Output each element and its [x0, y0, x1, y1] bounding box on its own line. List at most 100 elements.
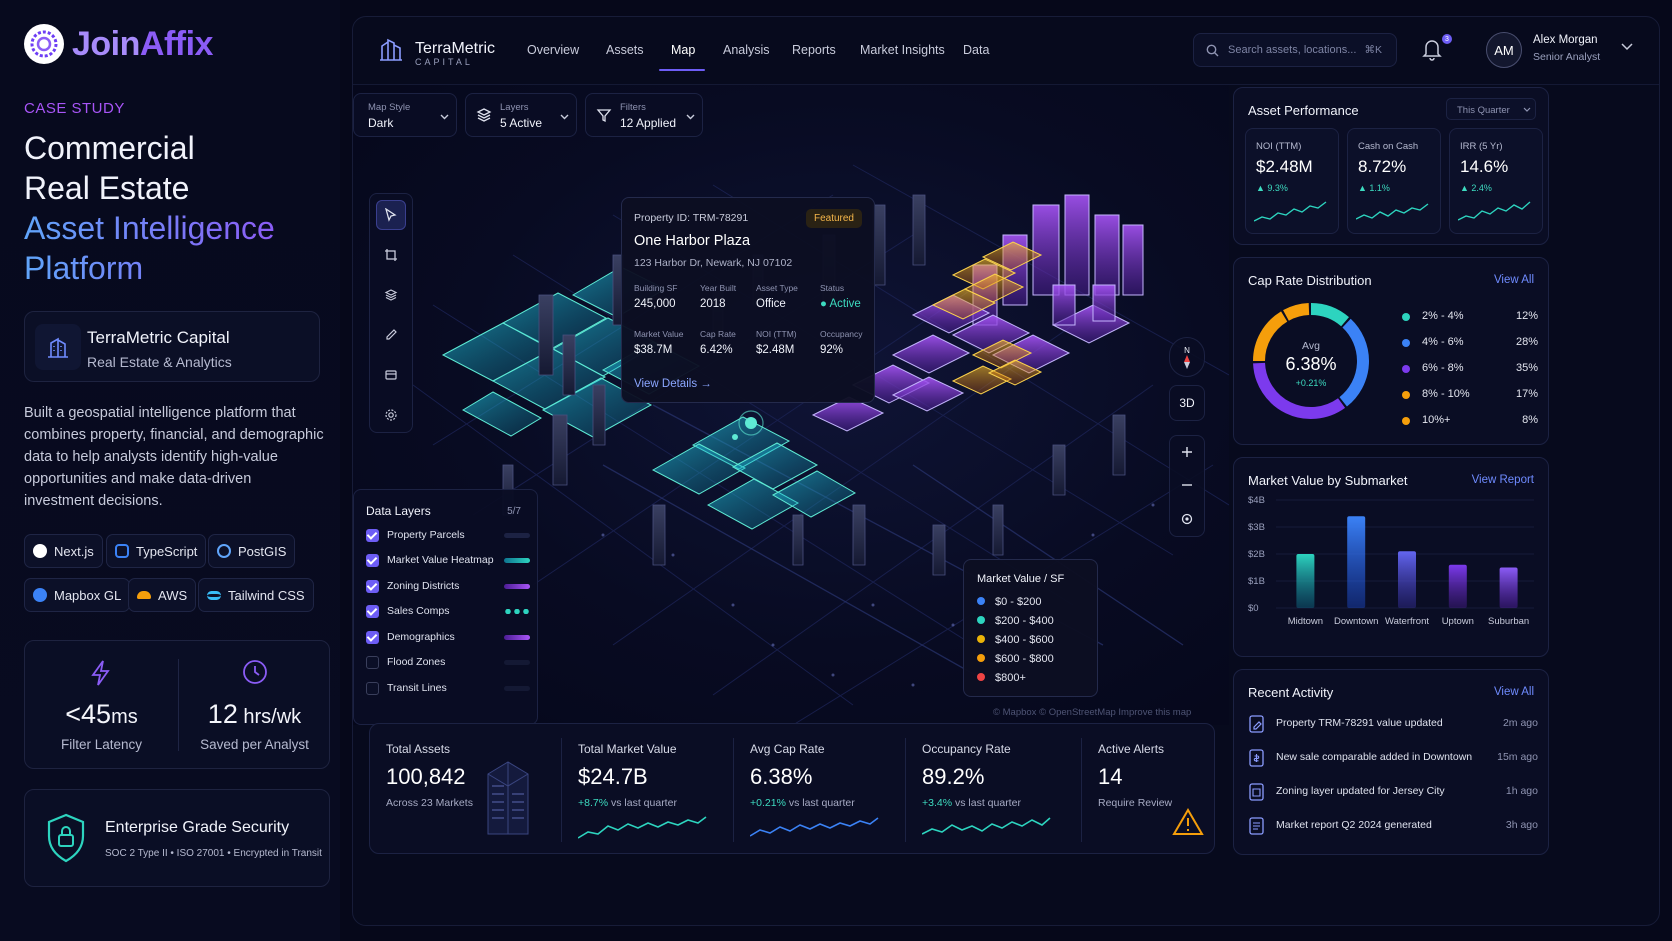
layer-demographics[interactable]: Demographics	[366, 627, 530, 647]
legend-item: $800+	[977, 672, 1026, 684]
checkbox[interactable]	[366, 682, 379, 695]
warning-icon	[1172, 808, 1204, 835]
select-tool[interactable]	[376, 200, 406, 230]
submarket-chart-title: Market Value by Submarket	[1248, 473, 1408, 488]
data-layers-title: Data Layers	[366, 504, 431, 518]
3d-toggle-button[interactable]: 3D	[1169, 385, 1205, 421]
layer-zoning-districts[interactable]: Zoning Districts	[366, 576, 530, 596]
checkbox[interactable]	[366, 631, 379, 644]
pointer-icon	[385, 208, 397, 222]
search-input[interactable]: Search assets, locations... ⌘K	[1193, 33, 1397, 67]
bar-uptown[interactable]	[1448, 564, 1467, 608]
bar-waterfront[interactable]	[1398, 551, 1416, 608]
locate-icon[interactable]	[1180, 512, 1194, 526]
zoom-out-icon[interactable]	[1181, 479, 1193, 491]
nav-assets[interactable]: Assets	[606, 43, 644, 57]
activity-item[interactable]: Market report Q2 2024 generated 3h ago	[1248, 816, 1538, 840]
cap-rate-view-all-link[interactable]: View All	[1493, 274, 1534, 286]
sparkline	[1458, 201, 1531, 221]
map-style-dropdown[interactable]: Map Style Dark	[353, 93, 457, 137]
user-name: Alex Morgan	[1533, 34, 1598, 46]
nav-reports[interactable]: Reports	[792, 43, 836, 57]
donut-slice-2	[1253, 362, 1346, 419]
view-details-link[interactable]: View Details →	[634, 378, 712, 390]
chevron-down-icon[interactable]	[1621, 43, 1633, 51]
layers-dropdown[interactable]: Layers 5 Active	[465, 93, 577, 137]
cap-rate-donut	[1253, 303, 1369, 419]
avatar[interactable]: AM	[1486, 32, 1522, 68]
legend-item: $600 - $800	[977, 653, 1054, 665]
kpi-active-alerts[interactable]: Active Alerts 14 Require Review	[1082, 724, 1216, 855]
chevron-down-icon	[440, 114, 449, 120]
measure-tool[interactable]	[376, 360, 406, 390]
activity-view-all-link[interactable]: View All	[1493, 686, 1534, 698]
y-tick-label: $3B	[1248, 522, 1265, 533]
brand-sub: CAPITAL	[415, 57, 473, 67]
donut-slice-4	[1283, 303, 1310, 321]
nav-map[interactable]: Map	[671, 43, 696, 57]
noi-value: $2.48M	[756, 344, 795, 356]
checkbox[interactable]	[366, 656, 379, 669]
checkbox[interactable]	[366, 580, 379, 593]
headline-line-4: Platform	[24, 248, 275, 288]
layer-sales-comps[interactable]: Sales Comps	[366, 601, 530, 621]
report-document-icon	[1249, 817, 1264, 835]
nav-market-insights[interactable]: Market Insights	[860, 43, 945, 57]
layer-flood-zones[interactable]: Flood Zones	[366, 652, 530, 672]
top-navigation-bar: TerraMetric CAPITAL Overview Assets Map …	[353, 17, 1659, 85]
bar-suburban[interactable]	[1499, 567, 1518, 609]
draw-tool[interactable]	[376, 320, 406, 350]
legend-item: $200 - $400	[977, 615, 1054, 627]
shield-lock-icon	[47, 813, 85, 863]
bar-downtown[interactable]	[1347, 516, 1366, 608]
period-dropdown[interactable]: This Quarter	[1446, 98, 1536, 120]
app-window: TerraMetric CAPITAL Overview Assets Map …	[352, 16, 1660, 926]
layer-property-parcels[interactable]: Property Parcels	[366, 525, 530, 545]
checkbox[interactable]	[366, 529, 379, 542]
cap-rate-row: 10%+ 8%	[1402, 414, 1538, 432]
brand-building-icon	[380, 38, 402, 61]
bar-midtown[interactable]	[1296, 554, 1315, 608]
filters-dropdown[interactable]: Filters 12 Applied	[585, 93, 703, 137]
map-attribution[interactable]: © Mapbox © OpenStreetMap Improve this ma…	[993, 707, 1192, 718]
zoom-in-icon[interactable]	[1181, 446, 1193, 458]
y-tick-label: $2B	[1248, 549, 1265, 560]
x-tick-label: Downtown	[1334, 616, 1378, 627]
headline-line-2: Real Estate	[24, 170, 190, 206]
nav-data[interactable]: Data	[963, 43, 990, 57]
kpi-occupancy-rate: Occupancy Rate 89.2% +3.4% vs last quart…	[906, 724, 1082, 855]
terrametric-brand[interactable]: TerraMetric CAPITAL	[377, 35, 496, 67]
donut-slice-3	[1253, 311, 1288, 362]
cap-rate-row: 8% - 10% 17%	[1402, 388, 1538, 406]
compass-button[interactable]: N	[1169, 337, 1205, 377]
sparkline	[750, 817, 879, 837]
map-layer-icon	[1249, 783, 1264, 801]
building-icon	[35, 324, 81, 370]
activity-item[interactable]: Zoning layer updated for Jersey City 1h a…	[1248, 782, 1538, 806]
layer-market-value-heatmap[interactable]: Market Value Heatmap	[366, 550, 530, 570]
draw-area-tool[interactable]	[376, 240, 406, 270]
nav-overview[interactable]: Overview	[527, 43, 580, 57]
kpi-total-assets: Total Assets 100,842 Across 23 Markets	[370, 724, 562, 855]
brand-name: TerraMetric	[415, 40, 496, 57]
checkbox[interactable]	[366, 605, 379, 618]
layers-tool[interactable]	[376, 280, 406, 310]
settings-tool[interactable]	[376, 400, 406, 430]
metric-irr: IRR (5 Yr) 14.6% ▲ 2.4%	[1449, 128, 1543, 234]
layer-transit-lines[interactable]: Transit Lines	[366, 678, 530, 698]
checkbox[interactable]	[366, 554, 379, 567]
map-canvas[interactable]: Map Style Dark Layers 5 Active Filters 1…	[353, 85, 1229, 725]
activity-item[interactable]: Property TRM-78291 value updated 2m ago	[1248, 714, 1538, 738]
notification-bell-icon[interactable]	[1421, 37, 1443, 61]
right-sidebar: Asset Performance This Quarter NOI (TTM)…	[1233, 85, 1549, 925]
search-shortcut: ⌘K	[1364, 44, 1382, 56]
clock-icon	[243, 660, 267, 684]
market-value-value: $38.7M	[634, 344, 673, 356]
legend-swatch	[977, 597, 985, 605]
case-study-label: CASE STUDY	[24, 100, 125, 117]
chevron-down-icon	[1523, 107, 1531, 112]
view-report-link[interactable]: View Report	[1471, 474, 1534, 486]
activity-item[interactable]: New sale comparable added in Downtown 15m…	[1248, 748, 1538, 772]
company-name: TerraMetric Capital	[87, 328, 230, 347]
nav-analysis[interactable]: Analysis	[723, 43, 770, 57]
